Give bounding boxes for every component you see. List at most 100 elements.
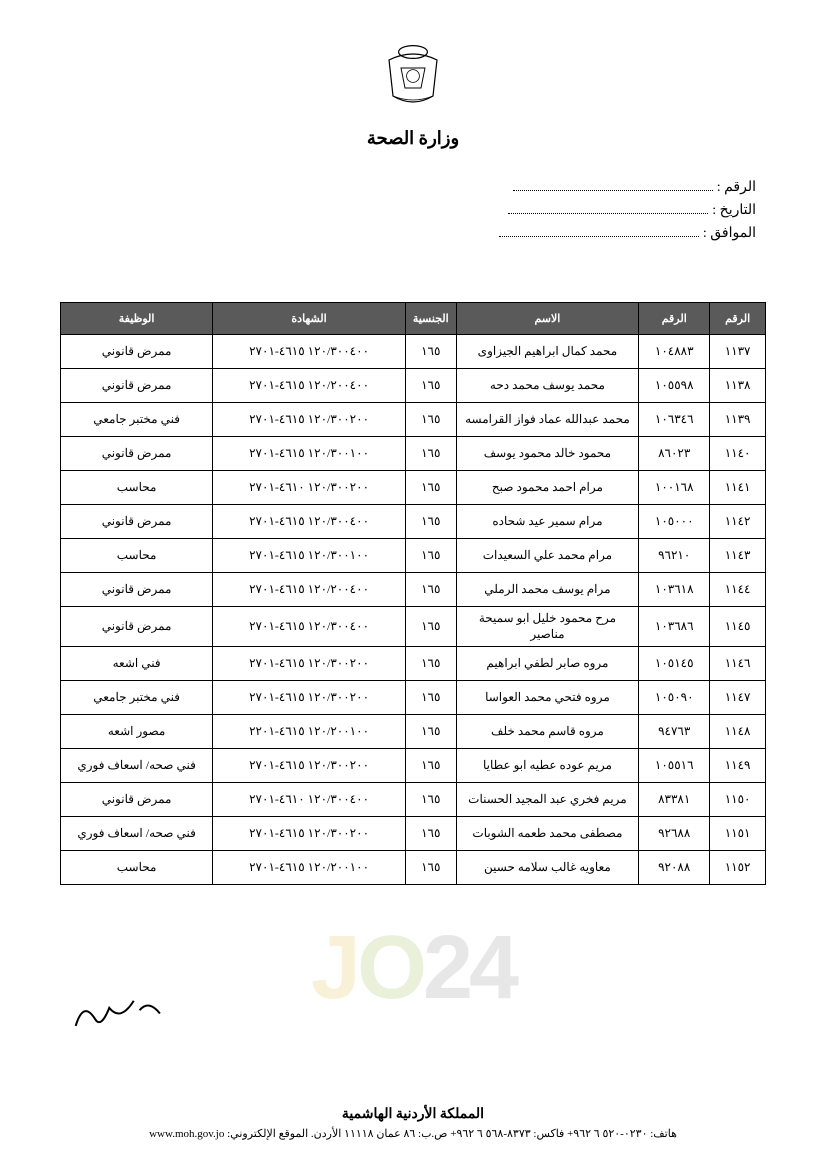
table-row: ١١٤٤١٠٣٦١٨مرام يوسف محمد الرملي١٦٥١٢٠/٢٠… [61,573,766,607]
cell-job: فني مختبر جامعي [61,681,213,715]
cell-id: ١٠٥٥٩٨ [639,369,710,403]
cell-seq: ١١٥١ [710,817,766,851]
cell-code: ١٢٠/٣٠٠٤٠٠ ٤٦١٥-٢٧٠١ [213,335,406,369]
national-emblem-icon [373,40,453,120]
cell-id: ١٠٥٥١٦ [639,749,710,783]
footer-kingdom: المملكة الأردنية الهاشمية [60,1106,766,1123]
cell-nat: ١٦٥ [405,607,456,647]
cell-name: مرام يوسف محمد الرملي [456,573,639,607]
table-row: ١١٤٥١٠٣٦٨٦مرح محمود خليل ابو سميحة مناصي… [61,607,766,647]
cell-job: ممرض قانوني [61,335,213,369]
table-header: الرقم الرقم الاسم الجنسية الشهادة الوظيف… [61,303,766,335]
cell-id: ٩٢٠٨٨ [639,851,710,885]
table-row: ١١٤٩١٠٥٥١٦مريم عوده عطيه ابو عطايا١٦٥١٢٠… [61,749,766,783]
page-footer: المملكة الأردنية الهاشمية هاتف: ٠٢٣٠-٥٢٠… [60,1106,766,1140]
cell-seq: ١١٤٢ [710,505,766,539]
footer-contact: هاتف: ٠٢٣٠-٥٢٠ ٦ ٩٦٢+ فاكس: ٨٣٧٣-٥٦٨ ٦ ٩… [60,1127,766,1140]
cell-name: مرام احمد محمود صبح [456,471,639,505]
cell-seq: ١١٤٩ [710,749,766,783]
cell-nat: ١٦٥ [405,437,456,471]
cell-name: مريم عوده عطيه ابو عطايا [456,749,639,783]
ministry-title: وزارة الصحة [60,128,766,149]
cell-job: فني مختبر جامعي [61,403,213,437]
cell-id: ٩٦٢١٠ [639,539,710,573]
cell-id: ١٠٥٠٠٠ [639,505,710,539]
cell-seq: ١١٥٠ [710,783,766,817]
cell-name: محمد يوسف محمد دحه [456,369,639,403]
cell-job: فني صحه/ اسعاف فوري [61,817,213,851]
header-name: الاسم [456,303,639,335]
date-label: التاريخ : [712,202,756,219]
document-page: وزارة الصحة الرقم : التاريخ : الموافق : … [0,0,826,1170]
table-row: ١١٣٨١٠٥٥٩٨محمد يوسف محمد دحه١٦٥١٢٠/٢٠٠٤٠… [61,369,766,403]
table-row: ١١٤٢١٠٥٠٠٠مرام سمير عيد شحاده١٦٥١٢٠/٣٠٠٤… [61,505,766,539]
cell-name: مرام محمد علي السعيدات [456,539,639,573]
cell-name: مصطفى محمد طعمه الشوبات [456,817,639,851]
cell-job: فني صحه/ اسعاف فوري [61,749,213,783]
cell-nat: ١٦٥ [405,783,456,817]
number-dots [513,190,713,191]
watermark-logo: JO24 [311,917,515,1020]
cell-name: محمود خالد محمود يوسف [456,437,639,471]
cell-id: ١٠٤٨٨٣ [639,335,710,369]
number-label: الرقم : [717,179,756,196]
cell-nat: ١٦٥ [405,647,456,681]
cell-id: ٨٣٣٨١ [639,783,710,817]
cell-name: محمد كمال ابراهيم الجيزاوى [456,335,639,369]
cell-nat: ١٦٥ [405,749,456,783]
approval-dots [499,236,699,237]
letterhead: وزارة الصحة [60,40,766,149]
cell-seq: ١١٤٤ [710,573,766,607]
header-id: الرقم [639,303,710,335]
cell-id: ١٠٣٦٨٦ [639,607,710,647]
cell-code: ١٢٠/٢٠٠١٠٠ ٤٦١٥-٢٧٠١ [213,851,406,885]
number-field-row: الرقم : [60,179,756,196]
cell-seq: ١١٣٧ [710,335,766,369]
cell-name: مريم فخري عبد المجيد الحسنات [456,783,639,817]
table-row: ١١٥٢٩٢٠٨٨معاويه غالب سلامه حسين١٦٥١٢٠/٢٠… [61,851,766,885]
cell-id: ١٠٠١٦٨ [639,471,710,505]
cell-seq: ١١٤٥ [710,607,766,647]
cell-name: معاويه غالب سلامه حسين [456,851,639,885]
cell-nat: ١٦٥ [405,715,456,749]
cell-code: ١٢٠/٣٠٠٤٠٠ ٤٦١٥-٢٧٠١ [213,505,406,539]
cell-job: مصور اشعه [61,715,213,749]
cell-code: ١٢٠/٣٠٠١٠٠ ٤٦١٥-٢٧٠١ [213,437,406,471]
cell-job: ممرض قانوني [61,505,213,539]
cell-code: ١٢٠/٣٠٠٢٠٠ ٤٦١٥-٢٧٠١ [213,647,406,681]
cell-nat: ١٦٥ [405,471,456,505]
header-nat: الجنسية [405,303,456,335]
cell-job: ممرض قانوني [61,573,213,607]
table-row: ١١٤٠٨٦٠٢٣محمود خالد محمود يوسف١٦٥١٢٠/٣٠٠… [61,437,766,471]
table-row: ١١٤٣٩٦٢١٠مرام محمد علي السعيدات١٦٥١٢٠/٣٠… [61,539,766,573]
table-row: ١١٣٩١٠٦٣٤٦محمد عبدالله عماد فواز القرامس… [61,403,766,437]
approval-field-row: الموافق : [60,225,756,242]
cell-id: ١٠٦٣٤٦ [639,403,710,437]
table-row: ١١٤٨٩٤٧٦٣مروه قاسم محمد خلف١٦٥١٢٠/٢٠٠١٠٠… [61,715,766,749]
cell-code: ١٢٠/٣٠٠١٠٠ ٤٦١٥-٢٧٠١ [213,539,406,573]
header-code: الشهادة [213,303,406,335]
cell-nat: ١٦٥ [405,403,456,437]
approval-label: الموافق : [703,225,756,242]
cell-nat: ١٦٥ [405,681,456,715]
cell-code: ١٢٠/٢٠٠٤٠٠ ٤٦١٥-٢٧٠١ [213,573,406,607]
cell-nat: ١٦٥ [405,369,456,403]
table-row: ١١٥١٩٢٦٨٨مصطفى محمد طعمه الشوبات١٦٥١٢٠/٣… [61,817,766,851]
cell-nat: ١٦٥ [405,505,456,539]
cell-seq: ١١٤٣ [710,539,766,573]
cell-seq: ١١٣٨ [710,369,766,403]
date-field-row: التاريخ : [60,202,756,219]
cell-id: ١٠٣٦١٨ [639,573,710,607]
cell-id: ١٠٥٠٩٠ [639,681,710,715]
cell-name: مرح محمود خليل ابو سميحة مناصير [456,607,639,647]
cell-seq: ١١٣٩ [710,403,766,437]
cell-id: ٩٤٧٦٣ [639,715,710,749]
cell-nat: ١٦٥ [405,335,456,369]
cell-job: محاسب [61,471,213,505]
cell-code: ١٢٠/٣٠٠٢٠٠ ٤٦١٥-٢٧٠١ [213,403,406,437]
cell-code: ١٢٠/٣٠٠٢٠٠ ٤٦١٥-٢٧٠١ [213,817,406,851]
cell-job: فني اشعه [61,647,213,681]
table-row: ١١٣٧١٠٤٨٨٣محمد كمال ابراهيم الجيزاوى١٦٥١… [61,335,766,369]
cell-name: مروه صابر لطفي ابراهيم [456,647,639,681]
cell-seq: ١١٤٠ [710,437,766,471]
